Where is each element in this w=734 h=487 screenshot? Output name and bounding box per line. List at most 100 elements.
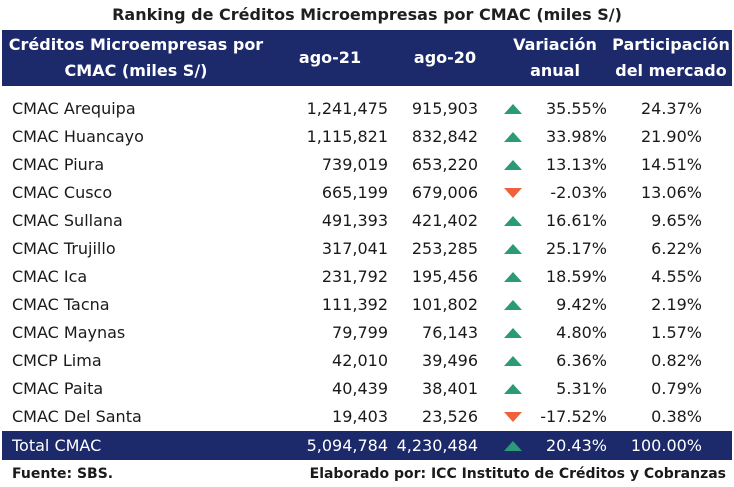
total-variation: 20.43% xyxy=(545,436,607,455)
row-name: CMAC Tacna xyxy=(12,295,110,314)
table-row: CMAC Tacna 111,392 101,802 9.42% 2.19% xyxy=(2,291,732,319)
row-ago21: 1,115,821 xyxy=(306,127,388,146)
header-ago20: ago-20 xyxy=(413,48,477,67)
row-ago20: 421,402 xyxy=(411,211,478,230)
row-variation: -17.52% xyxy=(540,407,607,426)
trend-up-icon xyxy=(501,95,525,123)
table-row: CMCP Lima 42,010 39,496 6.36% 0.82% xyxy=(2,347,732,375)
row-share: 21.90% xyxy=(640,127,702,146)
row-share: 24.37% xyxy=(640,99,702,118)
trend-up-icon xyxy=(501,431,525,460)
row-ago20: 195,456 xyxy=(411,267,478,286)
row-ago21: 317,041 xyxy=(321,239,388,258)
row-variation: 5.31% xyxy=(556,379,607,398)
row-variation: 18.59% xyxy=(545,267,607,286)
row-ago21: 231,792 xyxy=(321,267,388,286)
table-row: CMAC Cusco 665,199 679,006 -2.03% 13.06% xyxy=(2,179,732,207)
row-share: 1.57% xyxy=(651,323,702,342)
row-share: 14.51% xyxy=(640,155,702,174)
header-variation-line1: Variación xyxy=(513,35,597,54)
row-name: CMAC Del Santa xyxy=(12,407,142,426)
table-header: Créditos Microempresas por CMAC (miles S… xyxy=(2,30,732,86)
table-row: CMAC Maynas 79,799 76,143 4.80% 1.57% xyxy=(2,319,732,347)
row-name: CMCP Lima xyxy=(12,351,102,370)
header-share-line1: Participación xyxy=(612,35,730,54)
row-name: CMAC Maynas xyxy=(12,323,126,342)
header-ago21: ago-21 xyxy=(298,48,362,67)
trend-up-icon xyxy=(501,375,525,403)
trend-up-icon xyxy=(501,151,525,179)
total-ago21: 5,094,784 xyxy=(306,436,388,455)
row-ago21: 491,393 xyxy=(321,211,388,230)
row-share: 0.82% xyxy=(651,351,702,370)
row-variation: 4.80% xyxy=(556,323,607,342)
trend-down-icon xyxy=(501,179,525,207)
row-name: CMAC Ica xyxy=(12,267,88,286)
row-variation: 13.13% xyxy=(545,155,607,174)
trend-down-icon xyxy=(501,403,525,431)
header-variation: Variación anual xyxy=(500,30,610,86)
row-ago21: 40,439 xyxy=(332,379,388,398)
row-variation: 35.55% xyxy=(545,99,607,118)
row-name: CMAC Sullana xyxy=(12,211,123,230)
row-ago21: 739,019 xyxy=(321,155,388,174)
total-name: Total CMAC xyxy=(12,436,102,455)
footer-source: Fuente: SBS. xyxy=(12,466,114,482)
trend-up-icon xyxy=(501,319,525,347)
row-ago20: 39,496 xyxy=(422,351,478,370)
trend-up-icon xyxy=(501,235,525,263)
trend-up-icon xyxy=(501,207,525,235)
table-row: CMAC Paita 40,439 38,401 5.31% 0.79% xyxy=(2,375,732,403)
total-row: Total CMAC 5,094,784 4,230,484 20.43% 10… xyxy=(2,431,732,460)
row-share: 9.65% xyxy=(651,211,702,230)
trend-up-icon xyxy=(501,291,525,319)
footer-credit: Elaborado por: ICC Instituto de Créditos… xyxy=(309,466,726,482)
row-share: 13.06% xyxy=(640,183,702,202)
row-ago21: 42,010 xyxy=(332,351,388,370)
row-ago20: 915,903 xyxy=(411,99,478,118)
table-title: Ranking de Créditos Microempresas por CM… xyxy=(112,5,622,24)
row-share: 0.79% xyxy=(651,379,702,398)
total-share: 100.00% xyxy=(630,436,702,455)
row-name: CMAC Arequipa xyxy=(12,99,136,118)
table-body: CMAC Arequipa 1,241,475 915,903 35.55% 24.37… xyxy=(2,95,732,431)
table-row: CMAC Piura 739,019 653,220 13.13% 14.51% xyxy=(2,151,732,179)
header-share-line2: del mercado xyxy=(615,61,727,80)
row-ago20: 253,285 xyxy=(411,239,478,258)
table-row: CMAC Ica 231,792 195,456 18.59% 4.55% xyxy=(2,263,732,291)
header-name: Créditos Microempresas por CMAC (miles S… xyxy=(2,30,270,86)
trend-up-icon xyxy=(501,347,525,375)
row-ago20: 38,401 xyxy=(422,379,478,398)
row-share: 0.38% xyxy=(651,407,702,426)
row-name: CMAC Huancayo xyxy=(12,127,144,146)
row-ago20: 76,143 xyxy=(422,323,478,342)
row-ago21: 1,241,475 xyxy=(306,99,388,118)
header-share: Participación del mercado xyxy=(610,30,732,86)
row-name: CMAC Paita xyxy=(12,379,104,398)
row-name: CMAC Cusco xyxy=(12,183,113,202)
row-ago20: 101,802 xyxy=(411,295,478,314)
trend-up-icon xyxy=(501,263,525,291)
table-row: CMAC Sullana 491,393 421,402 16.61% 9.65% xyxy=(2,207,732,235)
row-variation: 16.61% xyxy=(545,211,607,230)
row-variation: 9.42% xyxy=(556,295,607,314)
row-variation: 6.36% xyxy=(556,351,607,370)
table-row: CMAC Del Santa 19,403 23,526 -17.52% 0.38% xyxy=(2,403,732,431)
row-ago21: 111,392 xyxy=(321,295,388,314)
row-name: CMAC Trujillo xyxy=(12,239,116,258)
row-ago20: 832,842 xyxy=(411,127,478,146)
row-name: CMAC Piura xyxy=(12,155,105,174)
row-variation: -2.03% xyxy=(550,183,607,202)
row-ago20: 23,526 xyxy=(422,407,478,426)
total-ago20: 4,230,484 xyxy=(396,436,478,455)
row-ago21: 665,199 xyxy=(321,183,388,202)
table-row: CMAC Arequipa 1,241,475 915,903 35.55% 24.37… xyxy=(2,95,732,123)
row-ago20: 679,006 xyxy=(411,183,478,202)
row-variation: 33.98% xyxy=(545,127,607,146)
row-ago20: 653,220 xyxy=(411,155,478,174)
row-ago21: 19,403 xyxy=(332,407,388,426)
header-name-line1: Créditos Microempresas por xyxy=(8,35,264,54)
header-variation-line2: anual xyxy=(530,61,580,80)
table-row: CMAC Trujillo 317,041 253,285 25.17% 6.22% xyxy=(2,235,732,263)
row-share: 6.22% xyxy=(651,239,702,258)
